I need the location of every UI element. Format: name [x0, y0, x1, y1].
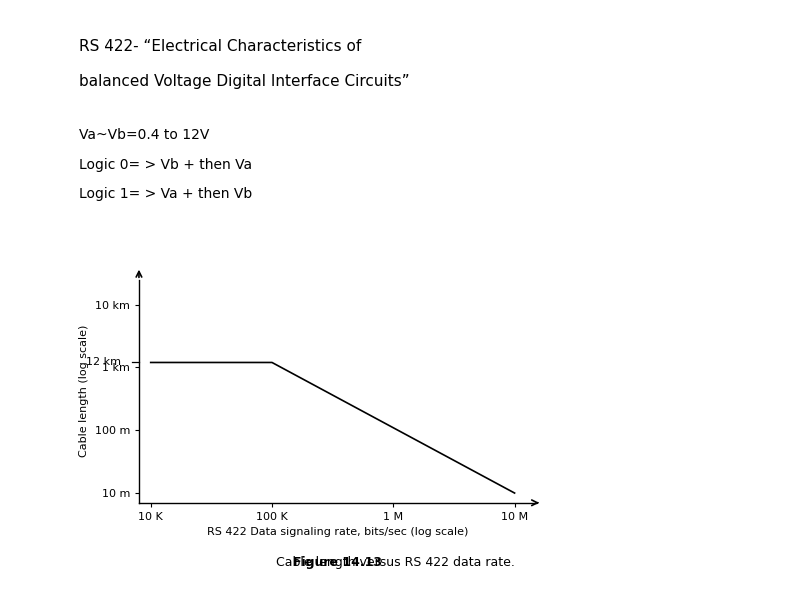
Text: balanced Voltage Digital Interface Circuits”: balanced Voltage Digital Interface Circu…: [79, 74, 410, 89]
Text: Cable length versus RS 422 data rate.: Cable length versus RS 422 data rate.: [264, 556, 515, 569]
Text: RS 422- “Electrical Characteristics of: RS 422- “Electrical Characteristics of: [79, 39, 361, 54]
Text: Va~Vb=0.4 to 12V: Va~Vb=0.4 to 12V: [79, 128, 210, 142]
X-axis label: RS 422 Data signaling rate, bits/sec (log scale): RS 422 Data signaling rate, bits/sec (lo…: [206, 527, 468, 537]
Text: Logic 0= > Vb + then Va: Logic 0= > Vb + then Va: [79, 158, 252, 172]
Text: 12 km: 12 km: [87, 358, 121, 368]
Text: Logic 1= > Va + then Vb: Logic 1= > Va + then Vb: [79, 187, 252, 202]
Text: Figure 14.13: Figure 14.13: [293, 556, 382, 569]
Y-axis label: Cable length (log scale): Cable length (log scale): [79, 325, 89, 458]
